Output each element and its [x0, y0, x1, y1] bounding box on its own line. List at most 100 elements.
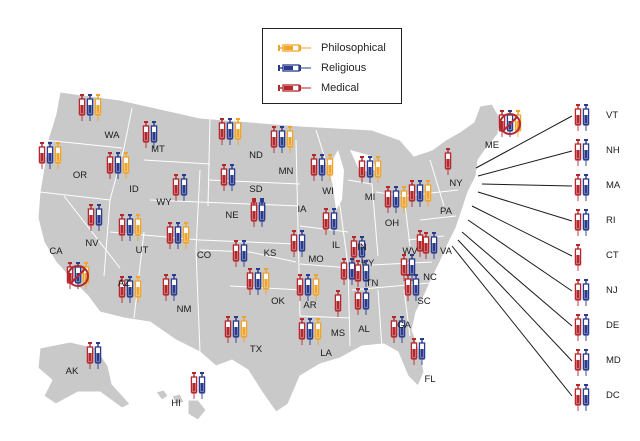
- state-label: AK: [66, 366, 79, 377]
- alaska-shape: [37, 341, 131, 409]
- leader-line: [481, 183, 573, 187]
- state-label: FL: [424, 374, 435, 385]
- state-label: NY: [449, 178, 463, 189]
- state-label: SD: [249, 184, 262, 195]
- state-label: AZ: [118, 278, 130, 289]
- state-in: IN: [350, 236, 367, 263]
- syringe-icon: [224, 316, 232, 343]
- state-nc: NC: [400, 254, 437, 283]
- syringe-icon: [118, 276, 126, 303]
- syringe-icon: [582, 314, 590, 341]
- state-label: ME: [485, 140, 499, 151]
- syringe-icon: [404, 274, 412, 301]
- state-or: OR: [38, 142, 87, 181]
- syringe-icon: [398, 316, 406, 343]
- state-ms: MS: [331, 290, 345, 339]
- state-tx: TX: [224, 316, 263, 355]
- syringe-icon: [240, 240, 248, 267]
- syringe-icon: [416, 180, 424, 207]
- syringe-icon: [574, 104, 582, 131]
- syringe-icon: [172, 174, 180, 201]
- syringe-icon: [232, 316, 240, 343]
- syringe-icon: [582, 209, 590, 236]
- state-label: OH: [385, 218, 399, 229]
- state-wv: WV: [402, 230, 424, 257]
- state-ca: CA: [49, 246, 90, 289]
- state-co: CO: [166, 222, 211, 261]
- state-label: VA: [440, 246, 453, 257]
- state-nd: ND: [218, 118, 263, 161]
- syringe-icon: [334, 290, 342, 317]
- syringe-icon: [86, 342, 94, 369]
- state-oh: OH: [384, 186, 408, 229]
- syringe-icon: [296, 274, 304, 301]
- leader-line: [461, 231, 573, 327]
- legend-label-philosophical: Philosophical: [321, 42, 386, 54]
- syringe-icon: [350, 236, 358, 263]
- state-label: VT: [606, 110, 618, 121]
- legend-item-philosophical: Philosophical: [277, 39, 386, 57]
- syringe-icon: [78, 94, 86, 121]
- syringe-icon: [330, 208, 338, 235]
- state-label: CT: [606, 250, 619, 261]
- state-label: SC: [417, 296, 430, 307]
- syringe-icon: [106, 152, 114, 179]
- state-sd: SD: [220, 164, 263, 195]
- state-mn: MN: [270, 126, 294, 177]
- side-state-de: DE: [574, 314, 619, 341]
- syringe-icon: [278, 64, 311, 72]
- syringe-icon: [574, 314, 582, 341]
- syringe-icon: [254, 268, 262, 295]
- state-wi: WI: [310, 154, 334, 197]
- state-label: HI: [171, 398, 181, 409]
- state-label: PA: [440, 206, 453, 217]
- syringe-icon: [318, 154, 326, 181]
- state-label: NH: [606, 145, 620, 156]
- state-id: ID: [106, 152, 139, 195]
- leader-line: [475, 115, 573, 169]
- syringe-icon: [218, 118, 226, 145]
- state-fl: FL: [410, 338, 436, 385]
- syringe-icon: [258, 200, 266, 227]
- syringe-icon: [348, 258, 356, 285]
- state-sc: SC: [404, 274, 431, 307]
- state-al: AL: [354, 288, 370, 335]
- legend-item-medical: Medical: [277, 79, 359, 97]
- side-state-ri: RI: [574, 209, 616, 236]
- syringe-icon: [408, 254, 416, 281]
- side-state-ma: MA: [574, 174, 621, 201]
- syringe-icon: [182, 222, 190, 249]
- syringe-icon: [326, 154, 334, 181]
- side-state-nj: NJ: [574, 279, 618, 306]
- state-label: AL: [358, 324, 370, 335]
- side-state-nh: NH: [574, 139, 620, 166]
- state-ak: AK: [66, 342, 102, 377]
- syringe-icon: [422, 232, 430, 259]
- syringe-icon: [384, 186, 392, 213]
- state-label: IL: [332, 240, 340, 251]
- state-label: AR: [303, 300, 316, 311]
- state-label: GA: [397, 320, 411, 331]
- syringe-icon: [286, 126, 294, 153]
- side-state-ct: CT: [574, 244, 619, 271]
- syringe-icon: [430, 232, 438, 259]
- syringe-icon: [392, 186, 400, 213]
- state-label: MS: [331, 328, 345, 339]
- state-label: MA: [606, 180, 621, 191]
- syringe-icon: [444, 148, 452, 175]
- syringe-icon: [86, 94, 94, 121]
- state-mi: MI: [358, 156, 382, 203]
- state-label: MT: [151, 144, 165, 155]
- syringe-icon: [358, 236, 366, 263]
- syringe-icon: [250, 200, 258, 227]
- state-ar: AR: [296, 274, 320, 311]
- state-label: WY: [156, 197, 172, 208]
- state-label: NE: [225, 210, 238, 221]
- syringe-icon: [314, 318, 322, 345]
- state-ut: UT: [118, 214, 149, 256]
- state-ky: KY: [340, 258, 375, 285]
- syringe-icon: [228, 164, 236, 191]
- leader-line: [451, 245, 573, 397]
- syringe-icon: [354, 260, 362, 287]
- syringe-icon: [174, 222, 182, 249]
